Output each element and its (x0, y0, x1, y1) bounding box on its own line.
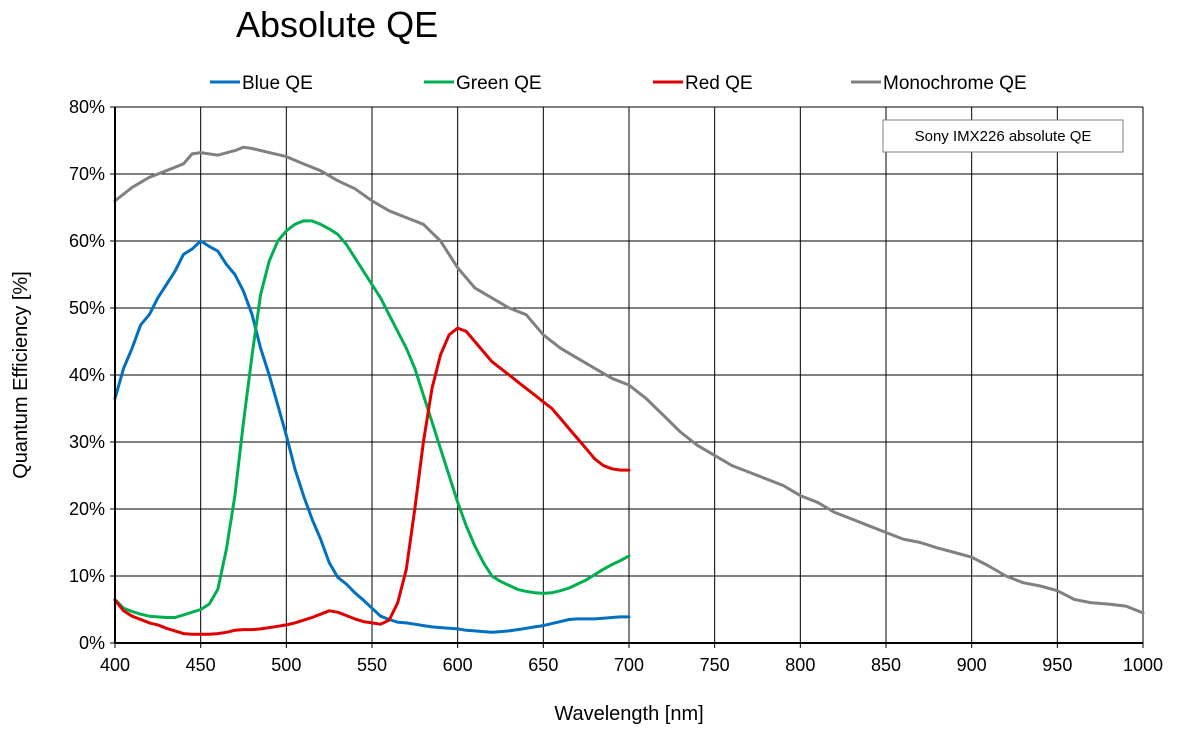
x-tick-label: 750 (700, 655, 730, 675)
x-tick-label: 850 (871, 655, 901, 675)
legend-item-blue-qe: Blue QE (210, 73, 313, 94)
y-tick-label: 30% (69, 432, 105, 452)
y-axis-label: Quantum Efficiency [%] (10, 271, 32, 479)
x-axis-label: Wavelength [nm] (554, 703, 703, 725)
x-tick-label: 600 (443, 655, 473, 675)
legend: Blue QE Green QE Red QE Monochrome QE (210, 73, 1027, 94)
legend-label: Red QE (685, 73, 753, 94)
x-tick-label: 700 (614, 655, 644, 675)
y-tick-label: 40% (69, 365, 105, 385)
series-line-monochrome-qe (113, 145, 1145, 615)
grid-layer (115, 106, 1144, 643)
x-tick-label: 650 (528, 655, 558, 675)
x-tick-label: 450 (186, 655, 216, 675)
y-tick-label: 80% (69, 97, 105, 117)
tick-layer: 400 450 500 550 600 650 700 750 800 850 900 950 1000… (69, 97, 1163, 675)
annotation-text: Sony IMX226 absolute QE (915, 128, 1092, 145)
x-tick-label: 550 (357, 655, 387, 675)
x-tick-label: 1000 (1123, 655, 1163, 675)
x-tick-label: 500 (271, 655, 301, 675)
x-tick-label: 400 (100, 655, 130, 675)
x-tick-label: 800 (785, 655, 815, 675)
legend-item-red-qe: Red QE (653, 73, 753, 94)
y-tick-label: 70% (69, 164, 105, 184)
legend-label: Green QE (456, 73, 542, 94)
y-tick-label: 60% (69, 231, 105, 251)
annotation-box: Sony IMX226 absolute QE (882, 119, 1124, 153)
series-layer (113, 145, 1145, 636)
series-line-green-qe (113, 219, 631, 619)
y-tick-label: 50% (69, 298, 105, 318)
series-line-red-qe (113, 326, 631, 636)
legend-label: Monochrome QE (883, 73, 1027, 94)
legend-item-green-qe: Green QE (424, 73, 542, 94)
y-tick-label: 20% (69, 499, 105, 519)
chart-title: Absolute QE (236, 4, 439, 45)
series-line-blue-qe (113, 239, 631, 634)
x-tick-label: 900 (957, 655, 987, 675)
legend-item-monochrome-qe: Monochrome QE (851, 73, 1027, 94)
y-tick-label: 10% (69, 566, 105, 586)
x-tick-label: 950 (1042, 655, 1072, 675)
y-tick-label: 0% (79, 633, 105, 653)
axis-layer (110, 106, 1144, 648)
annotation-frame (882, 119, 1124, 153)
legend-label: Blue QE (242, 73, 313, 94)
